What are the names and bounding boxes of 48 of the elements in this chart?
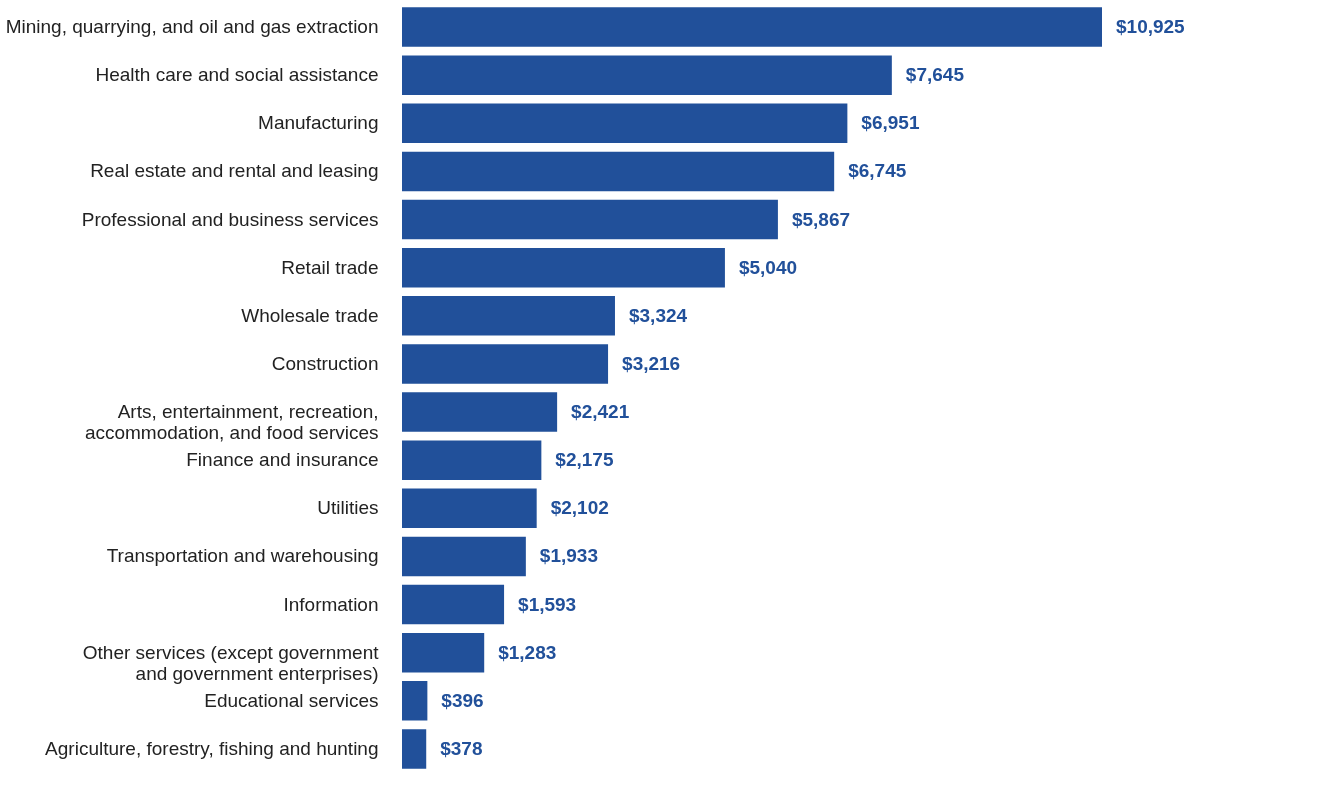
data-label: $3,324 (628, 304, 688, 326)
y-tick-label: Educational services (204, 689, 379, 711)
bar (402, 632, 485, 673)
data-label: $5,040 (738, 256, 798, 278)
data-label: $6,951 (861, 112, 920, 134)
data-label: $1,593 (518, 593, 577, 615)
y-tick-label: Other services (except government and government enterprises) (82, 641, 380, 684)
y-tick-label: Health care and social assistance (95, 64, 379, 86)
data-label: $2,421 (571, 401, 630, 423)
bar (402, 344, 609, 384)
y-tick-label: Construction (271, 352, 379, 374)
data-label: $2,175 (555, 449, 614, 471)
y-tick-label: Arts, entertainment, recreation, accommodation, and food services (84, 401, 379, 444)
data-label: $1,283 (498, 641, 557, 663)
y-tick-label: Transportation and warehousing (106, 545, 379, 567)
y-tick-label: Professional and business services (81, 208, 379, 230)
data-label: $5,867 (791, 208, 851, 230)
bar (402, 392, 558, 432)
data-label: $6,745 (848, 160, 907, 182)
data-label: $10,925 (1116, 16, 1186, 38)
bar (402, 151, 835, 192)
data-label: $1,933 (539, 545, 598, 567)
y-tick-label: Utilities (317, 497, 379, 519)
bar (402, 296, 615, 336)
data-label: $378 (440, 737, 483, 759)
data-label: $3,216 (622, 352, 681, 374)
y-tick-label: Information (283, 593, 379, 615)
bar (402, 103, 848, 144)
y-tick-label: Manufacturing (258, 112, 379, 134)
data-label: $396 (441, 689, 484, 711)
bar (402, 584, 505, 625)
y-tick-label: Agriculture, forestry, fishing and hunting (45, 737, 379, 759)
y-tick-label: Retail trade (281, 256, 379, 278)
bar (402, 55, 892, 95)
bar (402, 536, 526, 577)
data-label: $7,645 (905, 64, 965, 86)
bar (402, 488, 537, 529)
y-tick-label: Finance and insurance (186, 449, 379, 471)
bar (402, 7, 1102, 47)
bar (402, 681, 428, 721)
y-tick-label: Real estate and rental and leasing (90, 160, 379, 182)
data-label: $2,102 (550, 497, 609, 519)
bar (402, 199, 778, 240)
y-tick-label: Mining, quarrying, and oil and gas extraction (5, 16, 379, 38)
y-tick-label: Wholesale trade (241, 304, 379, 326)
bar (402, 247, 725, 288)
bar (402, 440, 542, 480)
bar (402, 729, 427, 769)
